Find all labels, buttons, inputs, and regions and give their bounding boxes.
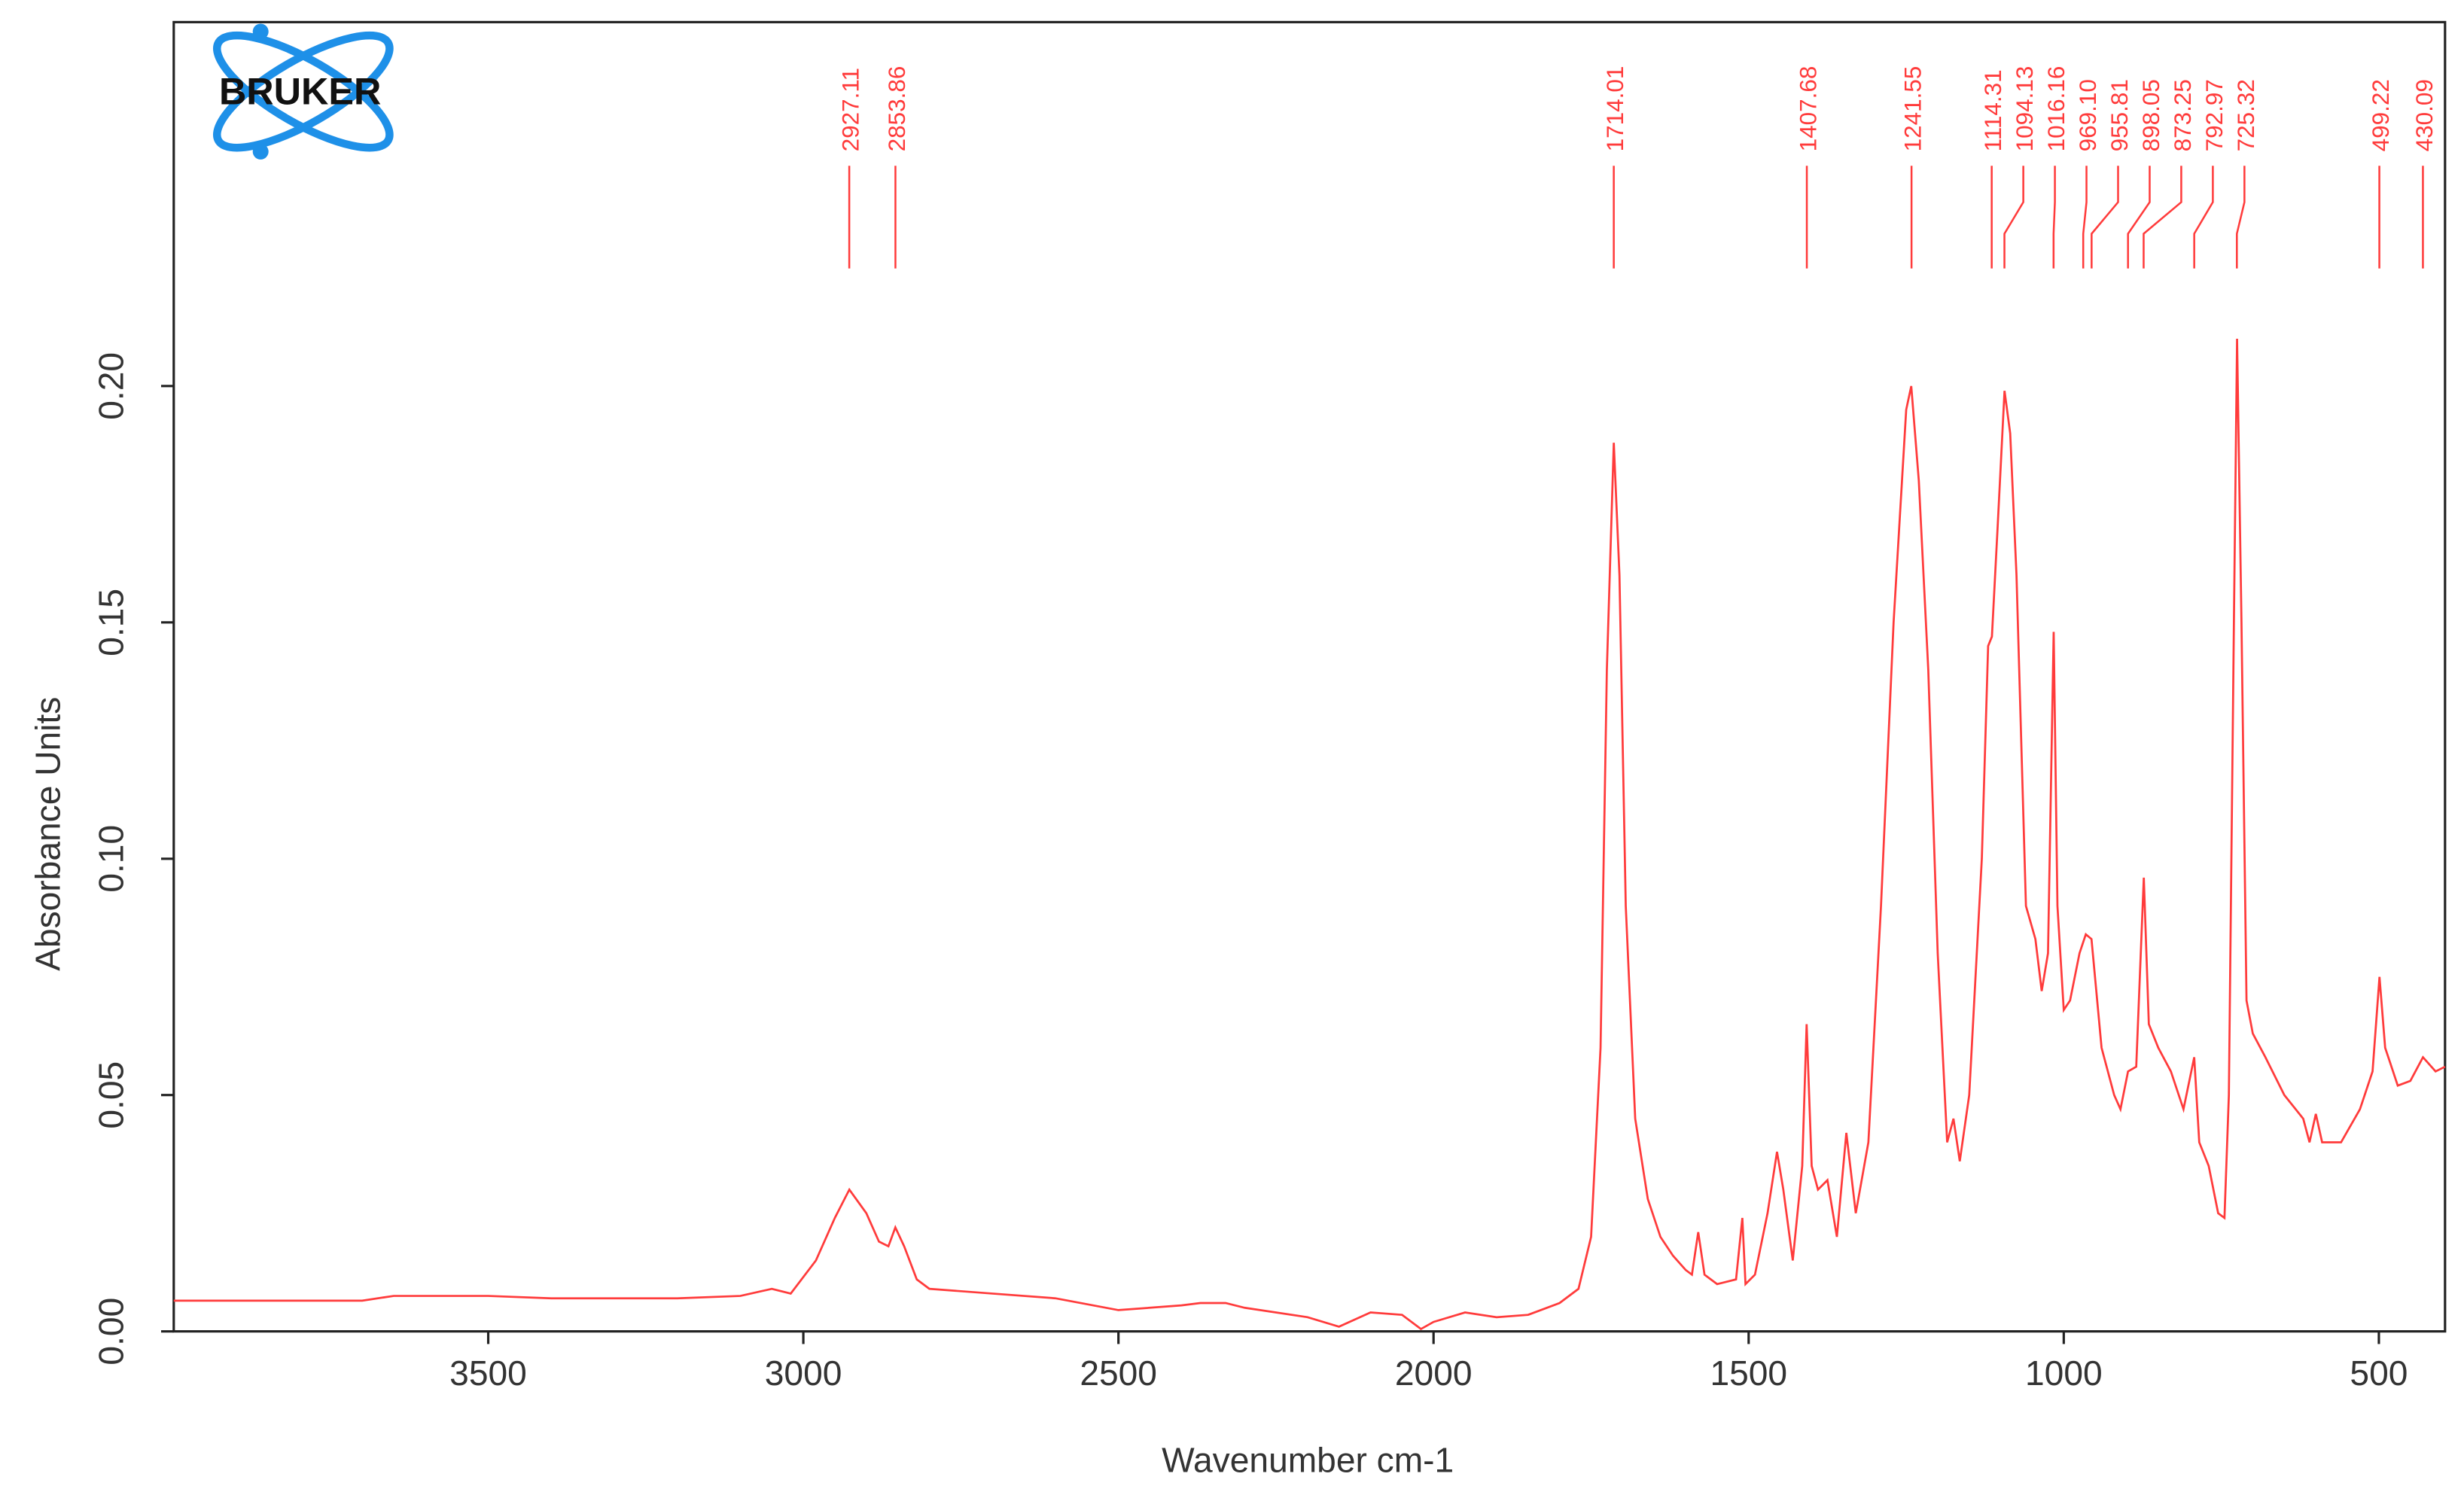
y-tick-label: 0.10 [92,825,131,893]
peak-marker [2003,166,2024,269]
peak-label: 1241.55 [1900,66,1926,152]
peak-label: 2927.11 [838,68,864,151]
peak-label: 1407.68 [1795,66,1822,152]
x-tick-label: 1000 [2025,1353,2103,1393]
x-tick-label: 2000 [1395,1353,1473,1393]
x-tick-label: 1500 [1710,1353,1787,1393]
peak-label: 499.22 [2368,79,2394,151]
peak-label: 898.05 [2138,79,2164,151]
peak-label: 1016.16 [2043,66,2070,152]
peak-label: 1094.13 [2012,66,2038,152]
x-tick-label: 3000 [765,1353,842,1393]
y-tick-label: 0.15 [92,589,131,656]
peak-label: 955.81 [2106,79,2133,151]
y-tick-label: 0.05 [92,1061,131,1129]
peak-label: 1714.01 [1602,66,1628,152]
x-tick-label: 2500 [1080,1353,1157,1393]
logo: BRUKER [213,23,394,160]
x-axis-label: Wavenumber cm-1 [1162,1440,1454,1479]
x-tick-label: 500 [2350,1353,2408,1393]
peak-label: 873.25 [2170,79,2196,151]
peak-marker [2236,166,2246,269]
peak-label: 725.32 [2233,79,2259,151]
peak-marker [2127,166,2151,269]
peak-label: 2853.86 [884,66,910,152]
peak-marker [2082,166,2088,269]
peak-marker [2091,166,2119,269]
peak-label: 430.09 [2411,79,2438,151]
peak-marker [2143,166,2182,269]
y-axis-label: Absorbance Units [29,697,68,971]
plot-frame [172,20,2447,1333]
spectrum-line [173,339,2446,1331]
x-tick-label: 3500 [449,1353,527,1393]
peak-label: 792.97 [2201,79,2228,151]
logo-text: BRUKER [219,69,381,112]
y-tick-label: 0.20 [92,352,131,420]
peak-label: 1114.31 [1980,69,2006,151]
y-tick-label: 0.00 [92,1298,131,1366]
peak-label: 969.10 [2075,79,2101,151]
peak-marker [2052,166,2056,269]
peak-marker [2193,166,2214,269]
